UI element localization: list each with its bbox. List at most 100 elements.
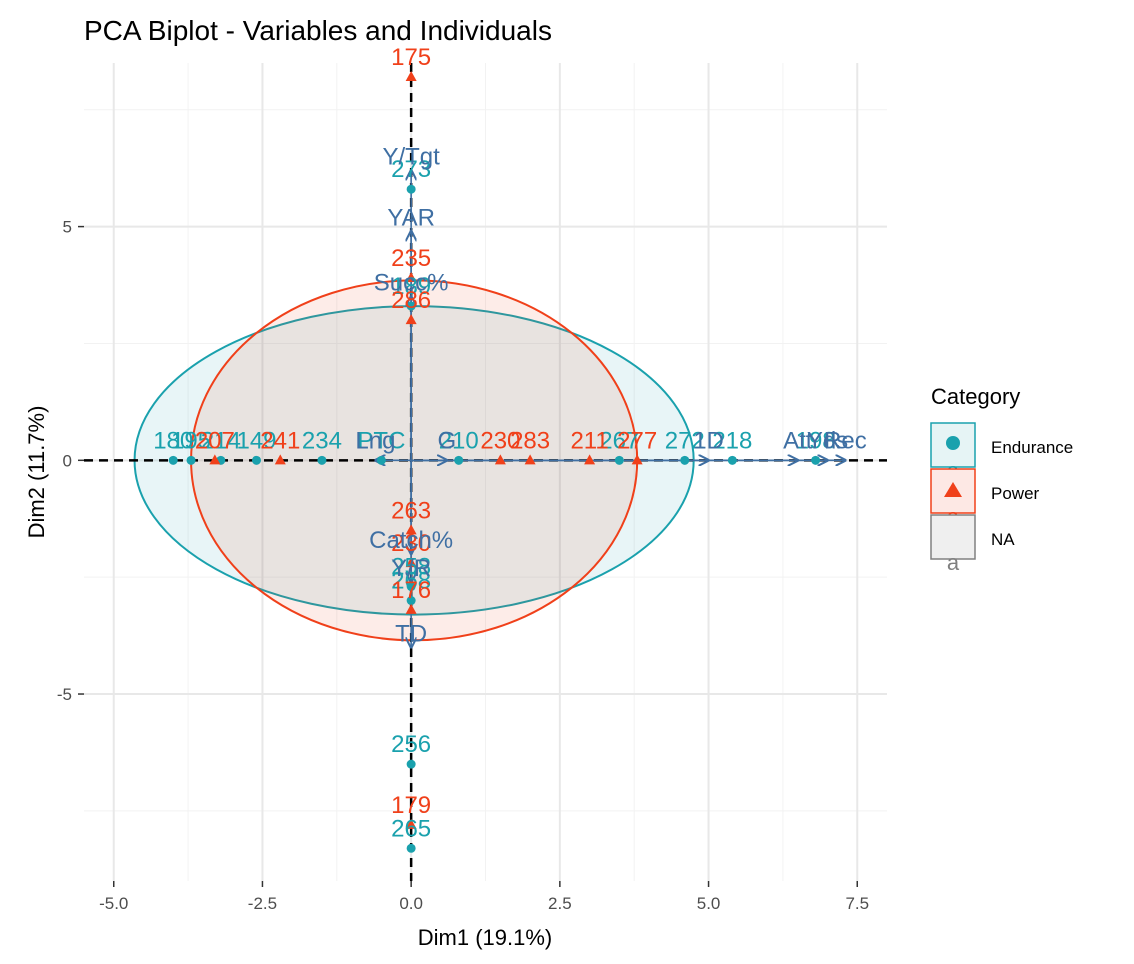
variable-label: TD: [395, 620, 427, 647]
variable-label: Y/Tgt: [382, 144, 440, 171]
data-label: 283: [510, 427, 550, 454]
data-point-power: [584, 454, 596, 465]
x-tick-label: 0.0: [399, 894, 423, 913]
grid-minor: [84, 63, 887, 881]
data-label: 179: [391, 792, 431, 819]
data-point-power: [405, 524, 417, 535]
data-point-endurance: [406, 759, 416, 769]
data-point-endurance: [811, 455, 821, 465]
data-point-power: [405, 314, 417, 325]
data-point-power: [524, 454, 536, 465]
y-tick-label: -5: [57, 685, 72, 704]
legend-key-na: [930, 514, 976, 560]
variable-label: 1D: [693, 427, 724, 454]
data-point-endurance: [376, 455, 386, 465]
data-label: 176: [391, 577, 431, 604]
legend-label-endurance: Endurance: [991, 438, 1073, 457]
variable-label: Catch%: [369, 527, 453, 554]
data-label: 267: [599, 427, 639, 454]
legend-item-na: a NA: [930, 514, 1015, 575]
data-label: 210: [439, 427, 479, 454]
data-label: 268: [391, 568, 431, 595]
data-point-endurance: [727, 455, 737, 465]
individual-points: [168, 71, 821, 853]
data-label: 263: [391, 497, 431, 524]
variable-label: Succ%: [374, 270, 449, 297]
variable-label: Att: [783, 427, 813, 454]
data-point-endurance: [406, 596, 416, 606]
data-label: 273: [391, 156, 431, 183]
legend-circle-icon: [946, 436, 960, 450]
data-point-endurance: [406, 184, 416, 194]
data-label: 211: [570, 427, 608, 454]
data-point-endurance: [680, 455, 690, 465]
data-label: 214: [201, 427, 241, 454]
data-point-power: [405, 603, 417, 614]
x-tick-label: 7.5: [845, 894, 869, 913]
x-tick-label: -5.0: [99, 894, 128, 913]
data-point-endurance: [454, 455, 464, 465]
data-point-power: [405, 557, 417, 568]
variable-label: G: [438, 427, 457, 454]
data-point-endurance: [406, 301, 416, 311]
data-label: 277: [617, 427, 657, 454]
data-point-endurance: [251, 455, 261, 465]
data-label: 258: [391, 554, 431, 581]
data-point-endurance: [614, 455, 624, 465]
variable-label: Rec: [824, 427, 867, 454]
legend-title: Category: [931, 384, 1020, 409]
data-point-power: [494, 454, 506, 465]
data-point-power: [405, 818, 417, 829]
data-label: 180: [153, 427, 193, 454]
data-label: PTC: [357, 427, 405, 454]
variable-label: YAR: [387, 204, 435, 231]
data-label: 241: [260, 427, 300, 454]
data-label: 235: [391, 245, 431, 272]
data-point-power: [405, 272, 417, 283]
data-label: 265: [391, 815, 431, 842]
data-label: 198: [796, 427, 836, 454]
legend: Category a Endurance a Power a NA: [930, 384, 1073, 575]
x-tick-label: -2.5: [248, 894, 277, 913]
data-label: 230: [480, 427, 520, 454]
data-point-power: [405, 71, 417, 82]
data-point-endurance: [186, 455, 196, 465]
legend-item-power: a Power: [930, 468, 1040, 529]
legend-glyph-a: a: [947, 550, 960, 575]
x-axis-ticks: -5.0 -2.5 0.0 2.5 5.0 7.5: [99, 881, 869, 913]
y-tick-label: 5: [63, 218, 72, 237]
data-label: 256: [391, 731, 431, 758]
data-label: 175: [391, 44, 431, 71]
data-label: 207: [195, 427, 235, 454]
y-axis-title: Dim2 (11.7%): [24, 406, 49, 539]
data-point-power: [631, 454, 643, 465]
data-label: 218: [712, 427, 752, 454]
data-point-endurance: [406, 843, 416, 853]
legend-item-endurance: a Endurance: [930, 422, 1073, 483]
y-axis-ticks: -5 0 5: [57, 218, 84, 704]
legend-label-na: NA: [991, 530, 1015, 549]
x-tick-label: 5.0: [697, 894, 721, 913]
data-label: 234: [302, 427, 342, 454]
legend-label-power: Power: [991, 484, 1040, 503]
data-label: 195: [171, 427, 211, 454]
y-tick-label: 0: [63, 451, 72, 470]
data-point-endurance: [317, 455, 327, 465]
data-point-power: [209, 454, 221, 465]
data-label: 189: [391, 273, 431, 300]
variable-label: Y/R: [391, 555, 431, 582]
data-label: 230: [391, 530, 431, 557]
grid-major: [84, 63, 887, 881]
chart-title: PCA Biplot - Variables and Individuals: [84, 15, 552, 46]
legend-triangle-icon: [944, 482, 962, 497]
data-point-power: [274, 454, 286, 465]
x-axis-title: Dim1 (19.1%): [418, 925, 552, 950]
data-label: 149: [236, 427, 276, 454]
x-tick-label: 2.5: [548, 894, 572, 913]
variable-label: Lng: [355, 427, 395, 454]
variable-label: Yds: [807, 427, 848, 454]
data-point-endurance: [168, 455, 178, 465]
